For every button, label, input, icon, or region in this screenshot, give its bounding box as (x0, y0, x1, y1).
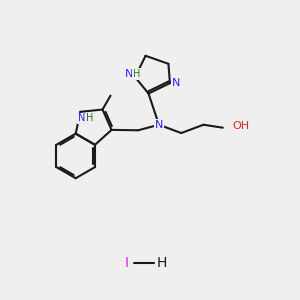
Text: N: N (172, 78, 181, 88)
Text: H: H (157, 256, 167, 270)
Text: I: I (124, 256, 128, 270)
Text: N: N (125, 69, 134, 79)
Text: H: H (85, 113, 93, 123)
Text: N: N (155, 120, 163, 130)
Text: OH: OH (232, 121, 250, 131)
Text: H: H (133, 69, 140, 79)
Text: N: N (78, 113, 85, 123)
